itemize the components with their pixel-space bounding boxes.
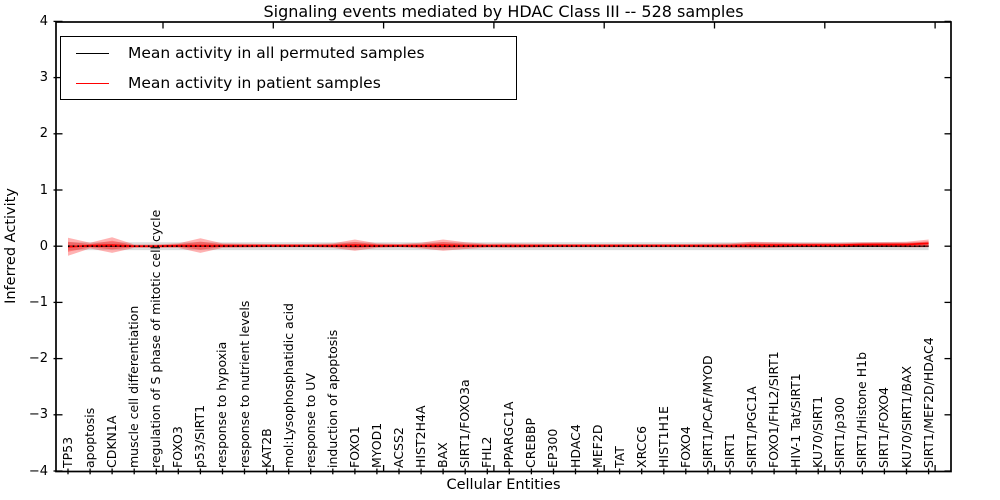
- legend-entry-patient: Mean activity in patient samples: [61, 69, 516, 97]
- x-tick-label: TAT: [611, 446, 627, 468]
- x-tick-label: response to hypoxia: [214, 341, 230, 468]
- x-tick-label: FOXO3: [170, 426, 186, 468]
- y-tick-label: −4: [28, 463, 48, 479]
- x-tick-label: SIRT1/Histone H1b: [854, 351, 870, 468]
- x-axis-label: Cellular Entities: [446, 477, 561, 493]
- x-tick-label: SIRT1/PCAF/MYOD: [699, 355, 715, 468]
- patient-std-band-outer: [68, 237, 929, 256]
- x-tick-label: FOXO1/FHL2/SIRT1: [766, 351, 782, 468]
- axis-ticks: [53, 20, 951, 475]
- x-tick-label: SIRT1/FOXO4: [876, 387, 892, 468]
- x-tick-label: SIRT1/p300: [832, 397, 848, 468]
- x-tick-label: BAX: [435, 442, 451, 468]
- x-tick-label: KU70/SIRT1: [810, 395, 826, 468]
- x-tick-label: response to nutrient levels: [236, 300, 252, 468]
- permuted-line-sample-icon: [76, 52, 109, 54]
- x-tick-label: p53/SIRT1: [192, 404, 208, 468]
- x-tick-label: FHL2: [479, 436, 495, 468]
- x-tick-label: regulation of S phase of mitotic cell cy…: [148, 209, 164, 468]
- y-tick-label: 1: [39, 182, 48, 198]
- x-tick-label: induction of apoptosis: [324, 329, 340, 468]
- chart-title: Signaling events mediated by HDAC Class …: [263, 2, 744, 21]
- y-tick-label: 0: [39, 238, 48, 254]
- x-tick-label: muscle cell differentiation: [126, 305, 142, 468]
- x-tick-label: CDKN1A: [104, 415, 120, 468]
- y-tick-label: 3: [39, 70, 48, 86]
- x-tick-label: FOXO4: [677, 426, 693, 468]
- legend-entry-permuted: Mean activity in all permuted samples: [61, 39, 516, 67]
- x-tick-label: MYOD1: [368, 422, 384, 468]
- patient-mean-line: [67, 242, 929, 248]
- x-tick-label: mol:Lysophosphatidic acid: [280, 303, 296, 468]
- x-tick-label: SIRT1: [721, 433, 737, 468]
- patient-line-sample-icon: [76, 82, 109, 84]
- x-tick-label: KAT2B: [258, 428, 274, 468]
- x-tick-label: TP53: [60, 436, 75, 468]
- x-tick-label: apoptosis: [82, 407, 98, 468]
- x-tick-label: CREBBP: [523, 418, 539, 468]
- y-tick-label: −3: [28, 407, 48, 423]
- x-tick-label: HIV-1 Tat/SIRT1: [788, 373, 804, 468]
- y-tick-label: −1: [28, 294, 48, 310]
- y-tick-label: 4: [39, 13, 48, 29]
- x-tick-label: MEF2D: [589, 424, 605, 468]
- x-tick-label: response to UV: [302, 373, 318, 468]
- x-tick-label: HIST2H4A: [413, 405, 429, 468]
- x-tick-label: XRCC6: [633, 425, 649, 468]
- x-tick-label: KU70/SIRT1/BAX: [898, 365, 914, 468]
- x-tick-label: SIRT1/PGC1A: [744, 386, 760, 468]
- x-tick-label: PPARGC1A: [501, 401, 517, 468]
- x-tick-label: ACSS2: [390, 427, 406, 468]
- x-tick-label: HIST1H1E: [655, 406, 671, 468]
- legend: Mean activity in all permuted samples Me…: [60, 36, 517, 100]
- legend-label-patient: Mean activity in patient samples: [128, 74, 381, 92]
- y-tick-label: −2: [28, 351, 48, 367]
- x-tick-label: HDAC4: [567, 424, 583, 468]
- x-tick-label: FOXO1: [346, 426, 362, 468]
- legend-label-permuted: Mean activity in all permuted samples: [128, 44, 425, 62]
- x-tick-label: SIRT1/FOXO3a: [457, 379, 473, 468]
- y-tick-label: 2: [39, 126, 48, 142]
- x-tick-label: EP300: [545, 428, 561, 468]
- x-tick-label: SIRT1/MEF2D/HDAC4: [920, 337, 936, 468]
